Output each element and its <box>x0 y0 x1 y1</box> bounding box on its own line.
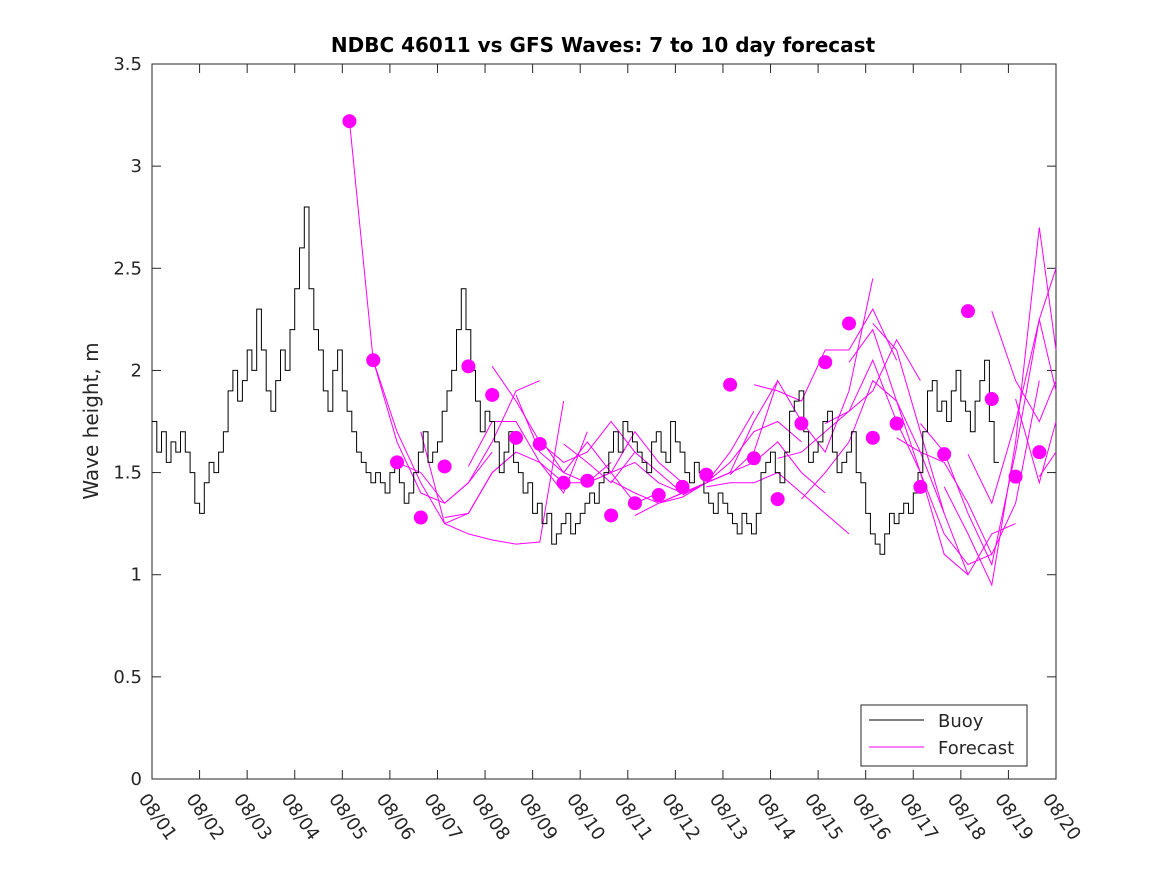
forecast-marker <box>913 479 928 494</box>
forecast-marker <box>960 304 975 319</box>
forecast-marker <box>889 416 904 431</box>
forecast-line <box>753 308 898 402</box>
forecast-marker <box>1008 469 1023 484</box>
forecast-line <box>491 366 636 463</box>
forecast-line <box>943 227 1057 587</box>
y-tick-label: 1.5 <box>113 463 142 484</box>
legend-buoy-label: Buoy <box>938 711 984 732</box>
forecast-marker <box>580 473 595 488</box>
forecast-line <box>991 311 1057 423</box>
forecast-line <box>967 319 1057 505</box>
forecast-marker <box>627 496 642 511</box>
y-tick-label: 0 <box>131 769 142 790</box>
forecast-marker <box>556 475 571 490</box>
y-tick-label: 2.5 <box>113 258 142 279</box>
legend-forecast-label: Forecast <box>938 738 1014 759</box>
y-tick-label: 3.5 <box>113 54 142 75</box>
forecast-line <box>396 380 540 504</box>
axes-box <box>151 63 1057 780</box>
forecast-line <box>610 411 755 504</box>
forecast-line <box>1015 398 1057 485</box>
forecast-marker <box>604 508 619 523</box>
forecast-marker <box>675 479 690 494</box>
buoy-line <box>152 206 999 555</box>
forecast-marker <box>865 430 880 445</box>
y-tick-label: 3 <box>131 156 142 177</box>
forecast-marker <box>699 467 714 482</box>
forecast-marker <box>818 355 833 370</box>
forecast-marker <box>390 455 405 470</box>
forecast-marker <box>746 451 761 466</box>
forecast-marker <box>937 447 952 462</box>
forecast-line <box>444 431 588 518</box>
y-tick-label: 2 <box>131 360 142 381</box>
forecast-marker <box>984 392 999 407</box>
forecast-marker <box>413 510 428 525</box>
forecast-marker <box>723 377 738 392</box>
forecast-marker <box>651 488 666 503</box>
forecast-marker <box>794 416 809 431</box>
forecast-line <box>872 323 1016 576</box>
forecast-marker <box>1032 445 1047 460</box>
forecast-marker <box>366 353 381 368</box>
y-tick-label: 0.5 <box>113 667 142 688</box>
forecast-marker <box>461 359 476 374</box>
forecast-marker <box>508 430 523 445</box>
y-tick-label: 1 <box>131 565 142 586</box>
forecast-marker <box>532 436 547 451</box>
legend-box <box>860 704 1028 767</box>
forecast-marker <box>770 492 785 507</box>
forecast-marker <box>342 114 357 129</box>
forecast-line <box>1038 451 1057 477</box>
forecast-marker <box>842 316 857 331</box>
y-axis-label: Wave height, m <box>79 342 103 499</box>
forecast-line <box>896 380 1040 556</box>
forecast-marker <box>437 459 452 474</box>
legend: Buoy Forecast <box>860 704 1028 767</box>
forecast-line <box>420 401 565 545</box>
chart-title: NDBC 46011 vs GFS Waves: 7 to 10 day for… <box>331 33 876 57</box>
forecast-marker <box>485 387 500 402</box>
